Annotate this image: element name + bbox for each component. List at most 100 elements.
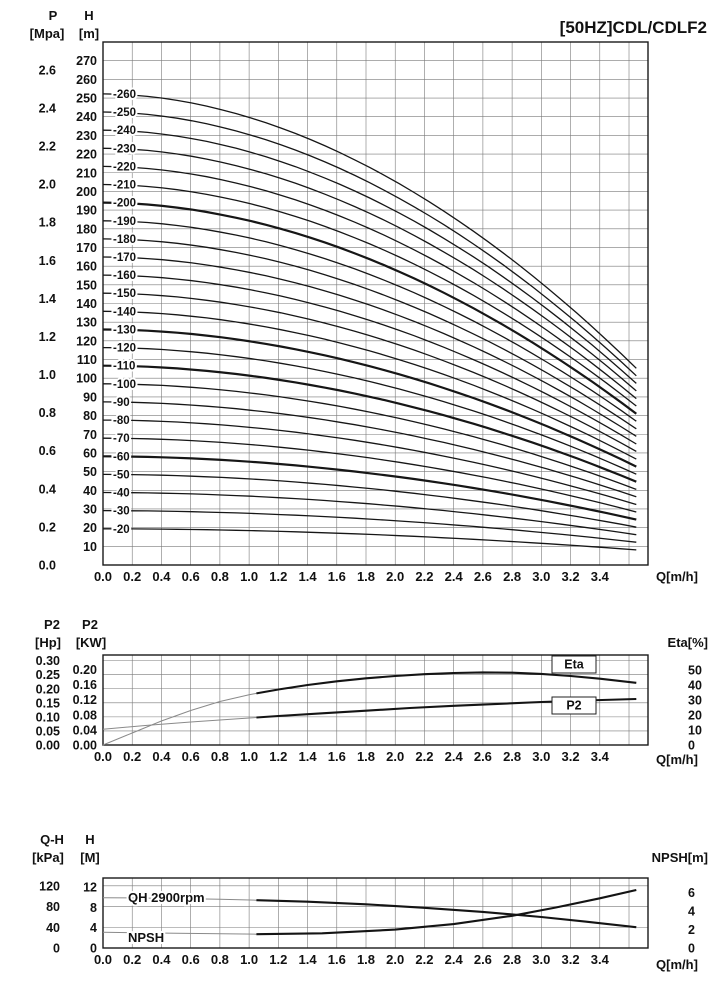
svg-text:0.20: 0.20 bbox=[73, 663, 97, 677]
svg-text:1.0: 1.0 bbox=[240, 952, 258, 967]
svg-text:0.2: 0.2 bbox=[123, 749, 141, 764]
svg-text:2: 2 bbox=[688, 923, 695, 937]
svg-text:1.4: 1.4 bbox=[299, 569, 318, 584]
head-curve--90 bbox=[102, 401, 637, 498]
svg-text:2.0: 2.0 bbox=[386, 569, 404, 584]
stage-label--190: -190 bbox=[113, 216, 136, 228]
head-curve--260 bbox=[102, 93, 637, 369]
p2-hp-axis-title: P2 bbox=[44, 617, 60, 632]
svg-text:180: 180 bbox=[76, 222, 97, 236]
svg-text:90: 90 bbox=[83, 390, 97, 404]
svg-text:0.0: 0.0 bbox=[39, 559, 56, 573]
stage-label--260: -260 bbox=[113, 89, 136, 101]
svg-text:1.2: 1.2 bbox=[39, 330, 56, 344]
eta-axis-title: Eta[%] bbox=[667, 635, 708, 650]
svg-text:140: 140 bbox=[76, 297, 97, 311]
svg-text:230: 230 bbox=[76, 129, 97, 143]
stage-label--210: -210 bbox=[113, 180, 136, 192]
svg-text:12: 12 bbox=[83, 880, 97, 894]
svg-text:0: 0 bbox=[53, 942, 60, 956]
stage-label--20: -20 bbox=[113, 524, 130, 536]
head-curve--40 bbox=[102, 491, 637, 536]
svg-text:4: 4 bbox=[688, 905, 695, 919]
svg-text:2.6: 2.6 bbox=[474, 749, 492, 764]
svg-text:0.15: 0.15 bbox=[36, 696, 60, 710]
svg-text:0.20: 0.20 bbox=[36, 682, 60, 696]
p2-curve-label-box bbox=[551, 696, 597, 715]
head-curve--80 bbox=[103, 419, 637, 506]
stage-label--170: -170 bbox=[113, 252, 136, 264]
svg-text:40: 40 bbox=[83, 484, 97, 498]
svg-text:10: 10 bbox=[688, 724, 702, 738]
m-unit-label: [m] bbox=[78, 26, 100, 41]
flow-axis-title-mid: Q[m/h] bbox=[656, 752, 698, 767]
head-curve--20 bbox=[103, 528, 637, 551]
svg-text:0: 0 bbox=[688, 942, 695, 956]
svg-text:1.2: 1.2 bbox=[269, 749, 287, 764]
stage-label--240: -240 bbox=[113, 125, 136, 137]
svg-text:40: 40 bbox=[688, 679, 702, 693]
hm-axis-title: H bbox=[85, 832, 95, 847]
svg-text:210: 210 bbox=[76, 166, 97, 180]
svg-text:0.6: 0.6 bbox=[182, 749, 200, 764]
svg-text:1.4: 1.4 bbox=[39, 292, 56, 306]
svg-text:50: 50 bbox=[688, 664, 702, 678]
svg-text:0.25: 0.25 bbox=[36, 668, 60, 682]
svg-text:2.8: 2.8 bbox=[503, 749, 521, 764]
svg-text:260: 260 bbox=[76, 73, 97, 87]
svg-text:20: 20 bbox=[83, 521, 97, 535]
svg-text:0.8: 0.8 bbox=[211, 569, 229, 584]
svg-text:0.8: 0.8 bbox=[211, 952, 229, 967]
svg-text:0.8: 0.8 bbox=[39, 406, 56, 420]
svg-text:2.8: 2.8 bbox=[503, 569, 521, 584]
curve-QH-2900rpm-thin bbox=[102, 897, 257, 901]
svg-text:1.8: 1.8 bbox=[357, 749, 375, 764]
svg-text:0.00: 0.00 bbox=[73, 739, 97, 753]
p2-kw-axis-title: P2 bbox=[82, 617, 98, 632]
svg-text:40: 40 bbox=[46, 921, 60, 935]
svg-text:30: 30 bbox=[688, 694, 702, 708]
svg-text:0: 0 bbox=[90, 942, 97, 956]
svg-text:0.6: 0.6 bbox=[182, 952, 200, 967]
stage-label--110: -110 bbox=[113, 361, 135, 373]
flow-axis-title-bot: Q[m/h] bbox=[656, 957, 698, 972]
p2-curve-label: P2 bbox=[566, 699, 581, 713]
svg-text:2.0: 2.0 bbox=[386, 749, 404, 764]
curve-P2-thin bbox=[102, 717, 257, 730]
svg-text:0.4: 0.4 bbox=[39, 482, 56, 496]
svg-text:1.2: 1.2 bbox=[269, 952, 287, 967]
svg-text:2.2: 2.2 bbox=[415, 952, 433, 967]
svg-text:0.30: 0.30 bbox=[36, 654, 60, 668]
svg-text:2.6: 2.6 bbox=[39, 63, 56, 77]
svg-text:250: 250 bbox=[76, 92, 97, 106]
svg-text:110: 110 bbox=[77, 353, 97, 367]
svg-text:80: 80 bbox=[83, 409, 97, 423]
npsh-curve-label: NPSH bbox=[128, 930, 164, 945]
curve-NPSH bbox=[256, 888, 637, 936]
svg-text:0.6: 0.6 bbox=[182, 569, 200, 584]
head-curve--70 bbox=[102, 437, 637, 513]
svg-text:3.0: 3.0 bbox=[532, 749, 550, 764]
svg-text:1.6: 1.6 bbox=[328, 952, 346, 967]
svg-text:240: 240 bbox=[76, 110, 97, 124]
eta-curve-label-box bbox=[551, 655, 597, 674]
svg-text:2.2: 2.2 bbox=[39, 139, 56, 153]
head-curve--120 bbox=[102, 346, 637, 475]
svg-text:2.6: 2.6 bbox=[474, 952, 492, 967]
head-curve--240 bbox=[102, 129, 637, 384]
head-curve--180 bbox=[102, 238, 637, 430]
svg-text:170: 170 bbox=[76, 241, 97, 255]
stage-label--220: -220 bbox=[113, 161, 136, 173]
head-curve--60 bbox=[102, 455, 637, 521]
svg-text:2.4: 2.4 bbox=[39, 101, 56, 115]
head-curve--140 bbox=[102, 310, 637, 460]
hp-unit-label: [Hp] bbox=[35, 635, 61, 650]
svg-text:1.8: 1.8 bbox=[39, 216, 56, 230]
curve-Eta-thin bbox=[102, 692, 257, 746]
svg-text:3.4: 3.4 bbox=[591, 749, 610, 764]
svg-text:100: 100 bbox=[76, 372, 97, 386]
stage-label--200: -200 bbox=[113, 198, 136, 210]
svg-text:0.12: 0.12 bbox=[73, 693, 97, 707]
svg-text:1.6: 1.6 bbox=[328, 569, 346, 584]
